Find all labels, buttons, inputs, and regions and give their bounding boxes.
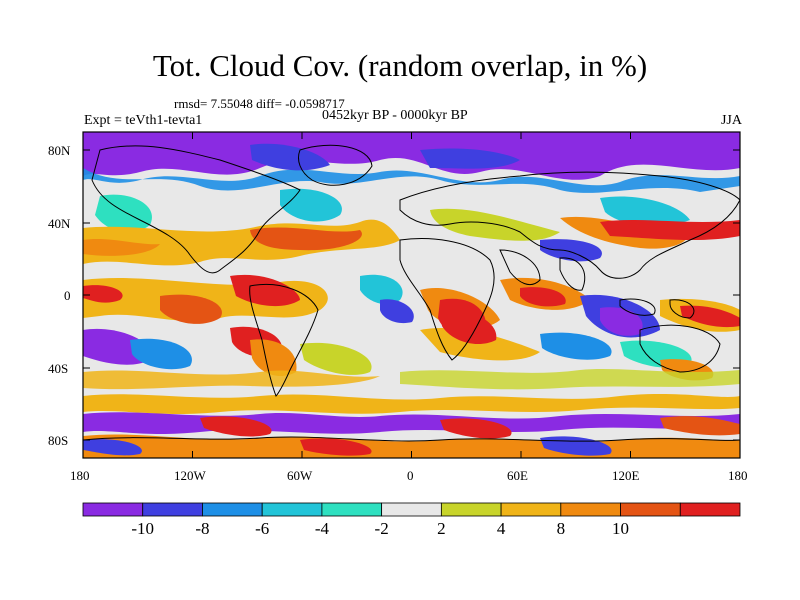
colorbar-swatch xyxy=(321,502,383,517)
colorbar-swatch xyxy=(500,502,562,517)
colorbar-swatch xyxy=(440,502,502,517)
lat-label: 80S xyxy=(48,433,69,448)
colorbar-label: -2 xyxy=(374,519,389,538)
stats-line: rmsd= 7.55048 diff= -0.0598717 xyxy=(174,96,345,111)
axis-ticks xyxy=(82,132,741,458)
colorbar-label: 4 xyxy=(496,519,506,538)
colorbar-swatch xyxy=(202,502,263,517)
cloud-field xyxy=(83,132,740,458)
colorbar-swatch xyxy=(261,502,323,517)
colorbar-swatch xyxy=(560,502,621,517)
lon-label: 0 xyxy=(407,468,414,483)
lat-label: 40N xyxy=(48,216,71,231)
season-label: JJA xyxy=(720,113,742,128)
colorbar-label: -10 xyxy=(131,519,155,538)
lat-label: 80N xyxy=(48,143,71,158)
experiment-label: Expt = teVth1-tevta1 xyxy=(84,113,203,128)
lon-label: 60E xyxy=(507,468,528,483)
colorbar-label: 2 xyxy=(437,519,446,538)
lat-label: 0 xyxy=(64,288,71,303)
colorbar xyxy=(82,502,741,517)
lon-label: 60W xyxy=(287,468,313,483)
colorbar-label: 10 xyxy=(612,519,630,538)
colorbar-label: -6 xyxy=(255,519,270,538)
colorbar-label: -4 xyxy=(314,519,329,538)
lon-label: 120W xyxy=(174,468,206,483)
lon-label: 120E xyxy=(612,468,640,483)
colorbar-swatch xyxy=(142,502,203,517)
plot-title: Tot. Cloud Cov. (random overlap, in %) xyxy=(152,48,648,83)
colorbar-swatch xyxy=(381,502,442,517)
coastlines xyxy=(83,144,740,442)
lat-label: 40S xyxy=(48,361,69,376)
colorbar-swatch xyxy=(620,502,681,517)
colorbar-label: -8 xyxy=(195,519,210,538)
colorbar-swatch xyxy=(679,502,741,517)
lon-label: 180 xyxy=(70,468,90,483)
lon-label: 180 xyxy=(728,468,748,483)
period-label: 0452kyr BP - 0000kyr BP xyxy=(322,108,468,123)
colorbar-swatch xyxy=(82,502,144,517)
colorbar-label: 8 xyxy=(556,519,566,538)
